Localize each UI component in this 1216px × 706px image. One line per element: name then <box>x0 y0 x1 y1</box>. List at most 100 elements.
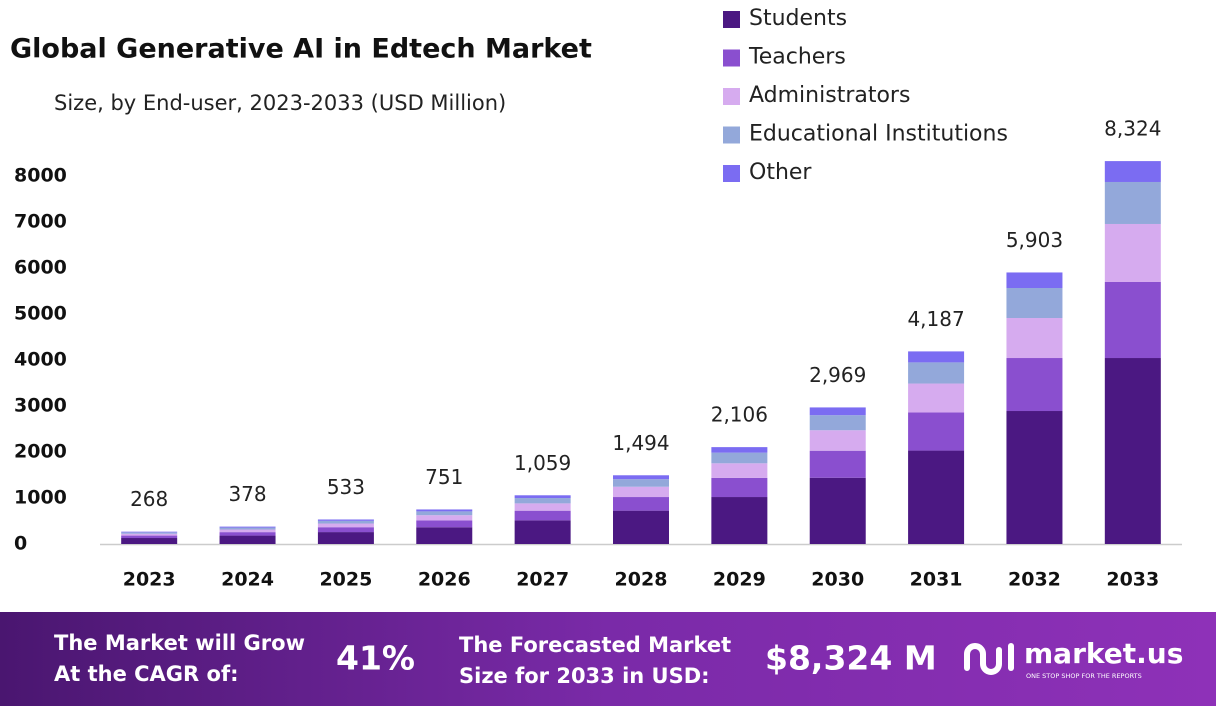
y-tick-label: 4000 <box>14 349 67 371</box>
bar-segment <box>317 532 374 544</box>
bar-segment <box>809 415 866 431</box>
bar-segment <box>514 498 571 504</box>
bar-segment <box>711 463 768 478</box>
y-tick-label: 8000 <box>14 165 67 187</box>
bar-segment <box>613 486 669 498</box>
bar-segment <box>416 527 473 544</box>
bar-segment <box>613 479 669 487</box>
legend: Students Teachers Administrators Educationa… <box>723 6 1008 185</box>
bar-segment <box>317 520 374 524</box>
y-tick-label: 6000 <box>14 257 67 279</box>
total-label: 2,106 <box>711 403 768 427</box>
bar-segment <box>908 412 965 451</box>
total-label: 533 <box>327 475 365 499</box>
bar-segment <box>1104 181 1161 224</box>
bar-segment <box>1006 272 1063 289</box>
x-tick-label: 2033 <box>1106 569 1159 591</box>
chart-subtitle: Size, by End-user, 2023-2033 (USD Millio… <box>54 91 506 115</box>
bar-segment <box>908 383 965 413</box>
bar-segment <box>809 450 866 478</box>
bar-segment <box>514 503 571 511</box>
legend-swatch <box>723 11 740 28</box>
bar-segment <box>1006 318 1063 359</box>
x-tick-label: 2032 <box>1008 569 1061 591</box>
legend-swatch <box>723 126 740 144</box>
bar-segment <box>1104 358 1161 544</box>
bar-segment <box>711 477 768 498</box>
bar-segment <box>121 535 178 539</box>
x-tick-label: 2023 <box>123 569 176 591</box>
plot: 0 1000 2000 3000 4000 5000 6000 7000 8000 2023 268… <box>14 117 1161 591</box>
x-tick-label: 2024 <box>221 569 274 591</box>
x-tick-label: 2029 <box>713 569 766 591</box>
bar-segment <box>613 510 669 544</box>
legend-swatch <box>723 88 740 105</box>
bar-segment <box>613 475 669 480</box>
chart-title: Global Generative AI in Edtech Market <box>10 34 592 65</box>
bar-segment <box>416 515 473 521</box>
bar-segment <box>711 452 768 464</box>
bar-segment <box>219 529 276 533</box>
total-label: 1,494 <box>612 431 669 455</box>
legend-label: Educational Institutions <box>749 122 1008 147</box>
bar-segment <box>219 532 276 536</box>
bar-segment <box>711 497 768 544</box>
total-label: 5,903 <box>1006 228 1063 252</box>
brand-name: market.us <box>1024 637 1183 670</box>
forecast-text: Size for 2033 in USD: <box>459 664 710 688</box>
legend-label: Students <box>749 6 847 31</box>
total-label: 8,324 <box>1104 117 1161 141</box>
bar-segment <box>416 520 473 528</box>
bar-segment <box>908 351 965 363</box>
bar-segment <box>908 450 965 544</box>
total-label: 1,059 <box>514 451 571 475</box>
forecast-text: The Forecasted Market <box>459 633 731 657</box>
x-tick-label: 2028 <box>615 569 668 591</box>
bar-segment <box>1006 288 1063 319</box>
bar-segment <box>219 535 276 544</box>
bar-segment <box>317 523 374 528</box>
total-label: 751 <box>425 465 463 489</box>
bar-segment <box>219 527 276 530</box>
total-label: 268 <box>130 487 168 511</box>
bar-segment <box>809 430 866 451</box>
bar-segment <box>514 520 571 544</box>
legend-label: Teachers <box>748 45 846 70</box>
bar-segment <box>121 532 178 534</box>
legend-swatch <box>723 165 740 182</box>
bar-segment <box>514 495 571 499</box>
cagr-text: At the CAGR of: <box>54 662 239 686</box>
y-tick-label: 2000 <box>14 441 67 463</box>
cagr-value: 41% <box>336 639 415 678</box>
bar-segment <box>317 527 374 533</box>
brand-logo <box>964 643 1014 675</box>
x-tick-label: 2030 <box>811 569 864 591</box>
bar-segment <box>809 407 866 416</box>
bar-segment <box>514 510 571 521</box>
x-tick-label: 2027 <box>516 569 569 591</box>
bar-segment <box>711 447 768 453</box>
brand-tagline: ONE STOP SHOP FOR THE REPORTS <box>1026 672 1142 680</box>
x-tick-label: 2025 <box>319 569 372 591</box>
total-label: 378 <box>228 482 266 506</box>
legend-swatch <box>723 49 740 67</box>
bar-segment <box>416 509 473 512</box>
x-tick-label: 2026 <box>418 569 471 591</box>
y-tick-label: 7000 <box>14 211 67 233</box>
y-tick-label: 3000 <box>14 395 67 417</box>
bar-segment <box>613 497 669 511</box>
total-label: 4,187 <box>907 307 964 331</box>
bar-segment <box>908 362 965 384</box>
bar-segment <box>1006 358 1063 412</box>
total-label: 2,969 <box>809 363 866 387</box>
bar-segment <box>1104 161 1161 182</box>
forecast-value: $8,324 M <box>765 639 937 678</box>
bar-segment <box>416 511 473 516</box>
legend-label: Administrators <box>749 83 910 108</box>
bar-segment <box>1104 281 1161 359</box>
x-tick-label: 2031 <box>910 569 963 591</box>
bar-segment <box>317 519 374 521</box>
cagr-text: The Market will Grow <box>54 631 305 655</box>
bar-segment <box>121 533 178 536</box>
